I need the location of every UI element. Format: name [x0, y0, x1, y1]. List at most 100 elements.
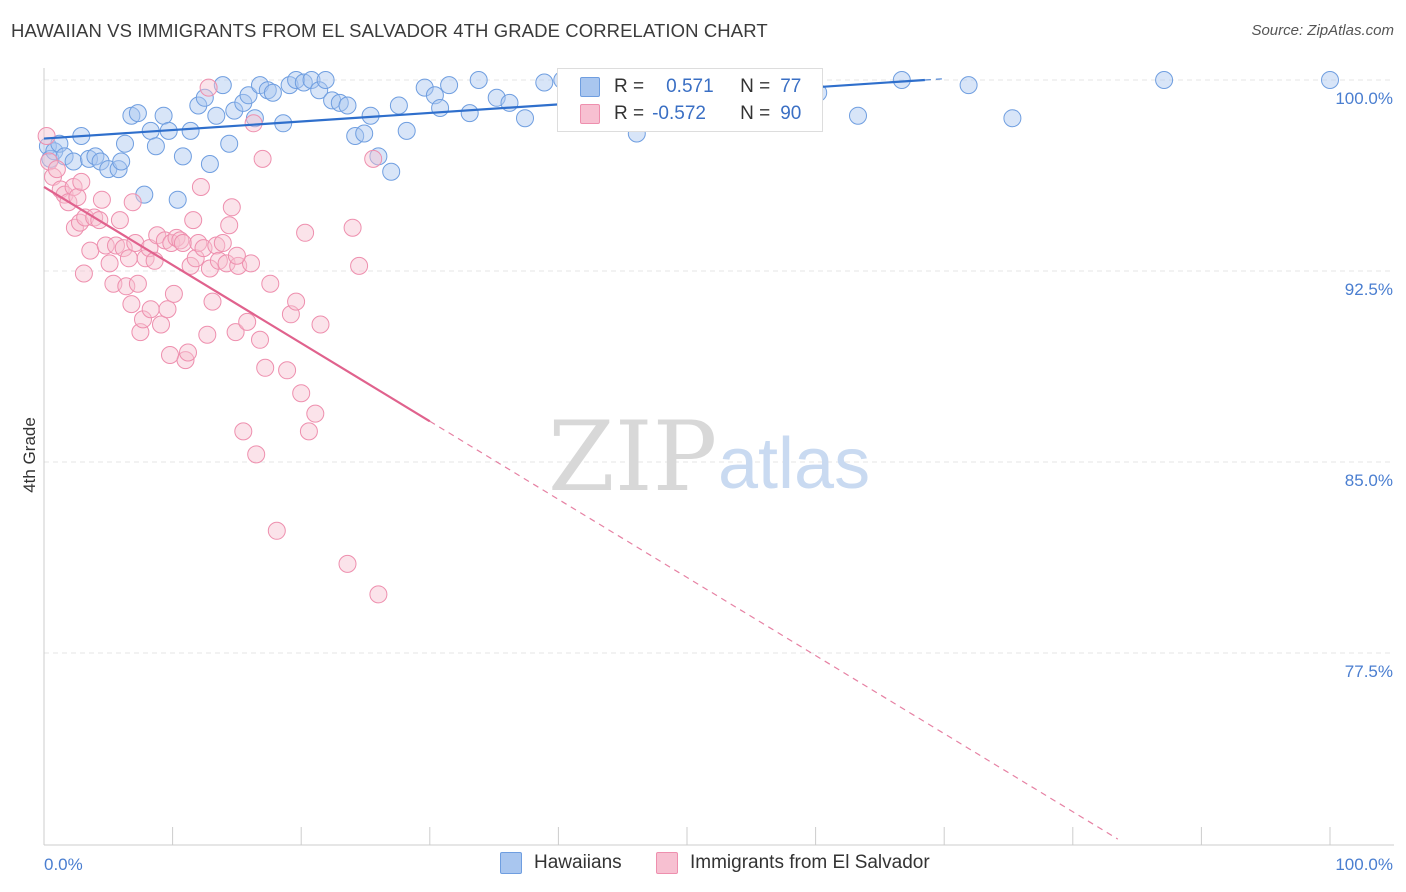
el-salvador-point [186, 249, 205, 268]
legend-r-key: R = [614, 76, 645, 97]
el-salvador-point [306, 404, 325, 423]
hawaiians-point [168, 190, 187, 209]
el-salvador-point [119, 249, 138, 268]
y-tick-label: 77.5% [1345, 662, 1393, 681]
el-salvador-point [278, 361, 297, 380]
el-salvador-point [222, 198, 241, 217]
el-salvador-point [292, 384, 311, 403]
hawaiians-point [959, 76, 978, 95]
y-tick-label: 100.0% [1335, 89, 1393, 108]
el-salvador-point [242, 254, 260, 273]
hawaiians-point [128, 104, 147, 123]
el-salvador-point [256, 358, 275, 377]
el-salvador-point [198, 325, 217, 344]
hawaiians-point [397, 121, 416, 140]
hawaiians-point [263, 83, 282, 102]
hawaiians-point [382, 162, 401, 181]
hawaiians-point [415, 78, 434, 97]
stats-legend-row-hawaiians: R = 0.571 N = 77 [580, 75, 801, 99]
hawaiians-point [213, 76, 232, 95]
hawaiians-point [91, 152, 110, 171]
el-salvador-trend-line [43, 186, 431, 423]
el-salvador-point [261, 274, 280, 293]
el-salvador-point [37, 127, 56, 145]
el-salvador-point [287, 292, 306, 311]
el-salvador-point [234, 422, 253, 441]
hawaiians-point [460, 104, 479, 123]
hawaiians-point [146, 137, 165, 156]
grid-lines [44, 79, 1394, 654]
hawaiians-point [1003, 109, 1022, 128]
hawaiians-point [302, 71, 321, 89]
el-salvador-point [74, 264, 93, 283]
series-legend-hawaiians[interactable]: Hawaiians [500, 852, 622, 874]
hawaiians-point [310, 81, 329, 100]
el-salvador-point [213, 234, 232, 252]
legend-r-value: 0.571 [666, 76, 714, 97]
stats-legend-row-el-salvador: R = -0.572 N = 90 [580, 102, 801, 126]
watermark-zip: ZIP [548, 401, 717, 513]
series-swatch-hawaiians [500, 852, 522, 874]
el-salvador-point [217, 254, 236, 273]
el-salvador-point [200, 259, 219, 278]
el-salvador-point [152, 315, 170, 334]
series-swatch-el-salvador [656, 852, 678, 874]
y-axis-label: 4th Grade [20, 417, 39, 493]
el-salvador-point [81, 241, 100, 260]
hawaiians-point [220, 134, 239, 153]
hawaiians-point [173, 147, 192, 166]
hawaiians-point [200, 155, 219, 173]
y-tick-label: 85.0% [1345, 471, 1393, 490]
el-salvador-point [92, 190, 111, 209]
el-salvador-point [299, 422, 318, 441]
hawaiians-point [849, 106, 867, 125]
el-salvador-point [134, 310, 152, 329]
el-salvador-point [173, 234, 192, 252]
y-tick-labels: 100.0% 92.5% 85.0% 77.5% [1335, 89, 1393, 681]
x-tick-label: 100.0% [1335, 855, 1393, 874]
hawaiians-point [207, 106, 226, 125]
el-salvador-point [40, 152, 59, 171]
axes [43, 68, 1394, 846]
hawaiians-point [892, 71, 911, 89]
el-salvador-point [47, 160, 66, 179]
hawaiians-point [316, 71, 335, 89]
hawaiians-point [116, 134, 134, 153]
el-salvador-trend-extension [429, 420, 1119, 840]
el-salvador-point [296, 223, 315, 242]
legend-swatch-hawaiians [580, 77, 600, 97]
hawaiians-point [355, 124, 374, 143]
legend-r-key: R = [614, 103, 645, 124]
el-salvador-point [253, 149, 272, 168]
legend-n-key: N = [740, 103, 771, 124]
hawaiians-point [86, 147, 105, 166]
el-salvador-point [227, 246, 246, 265]
el-salvador-point [184, 211, 203, 230]
legend-swatch-el-salvador [580, 104, 600, 124]
hawaiians-point [64, 152, 83, 171]
el-salvador-point [117, 277, 136, 296]
el-salvador-point [100, 254, 119, 273]
hawaiians-point [535, 73, 554, 92]
hawaiians-point [431, 99, 450, 117]
el-salvador-point [191, 178, 210, 196]
series-label-el-salvador: Immigrants from El Salvador [690, 852, 930, 873]
el-salvador-point [369, 585, 388, 604]
series-legend-el-salvador[interactable]: Immigrants from El Salvador [656, 852, 930, 874]
el-salvador-point [141, 300, 160, 319]
el-salvador-point [128, 274, 147, 293]
hawaiians-point [225, 101, 244, 120]
y-tick-label: 92.5% [1345, 280, 1393, 299]
el-salvador-point [164, 284, 183, 303]
hawaiians-point [1321, 71, 1339, 89]
el-salvador-point [179, 343, 197, 362]
x-tick-labels: 0.0% 100.0% [44, 855, 1393, 874]
x-tick-label: 0.0% [44, 855, 83, 874]
legend-n-value: 90 [780, 103, 802, 124]
el-salvador-point [189, 234, 208, 252]
el-salvador-point [114, 239, 133, 258]
watermark-atlas: atlas [718, 424, 870, 504]
legend-n-value: 77 [780, 76, 802, 97]
el-salvador-point [123, 193, 142, 212]
el-salvador-point [364, 149, 383, 168]
